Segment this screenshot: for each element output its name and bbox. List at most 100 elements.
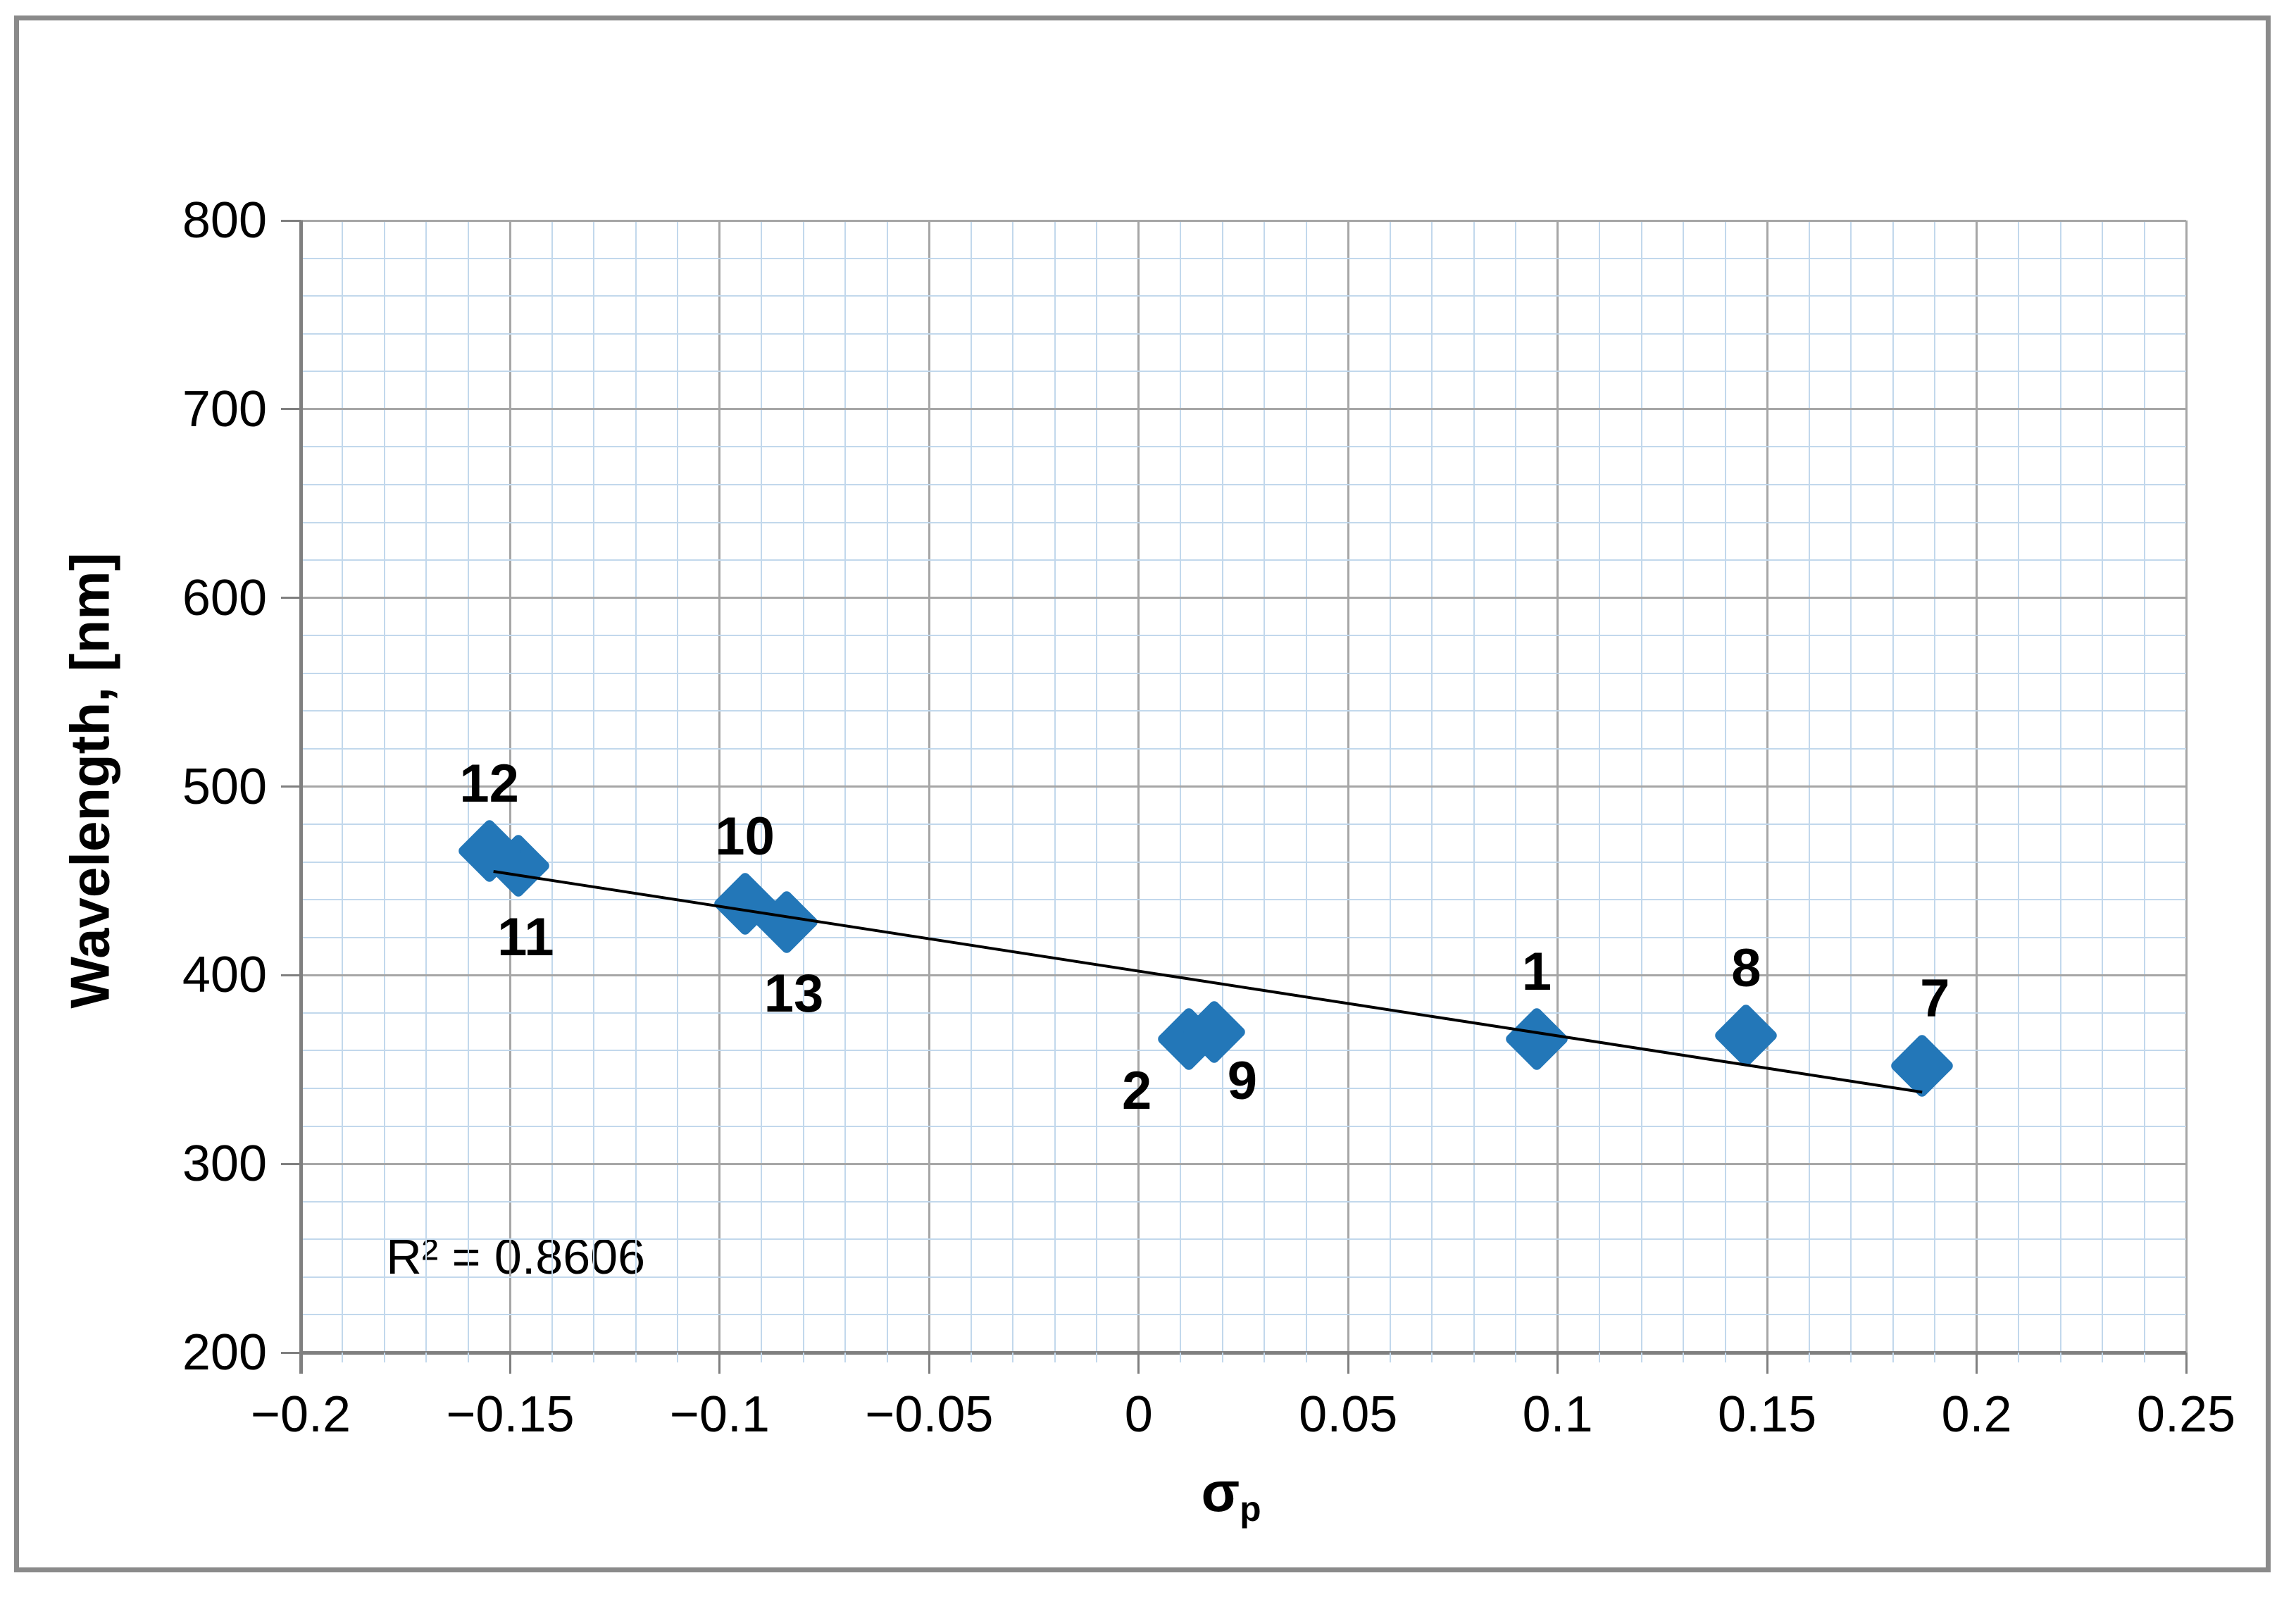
data-point-label: 12 [459,753,519,814]
data-point-label: 9 [1227,1050,1257,1111]
y-minor-gridline [301,1050,2186,1052]
x-minor-tick [1473,1353,1475,1362]
x-major-tick [1137,1353,1140,1374]
y-major-gridline [301,219,2186,222]
x-major-tick [1556,1353,1559,1374]
x-minor-tick [1305,1353,1307,1362]
x-minor-tick [1054,1353,1056,1362]
y-minor-gridline [301,257,2186,259]
x-minor-tick [2143,1353,2145,1362]
plot-area: R² = 0.8606 −0.2 −0.15 −0.1 −0.05 0 0.05 0.1 0.… [182,195,2235,1440]
y-minor-gridline [301,1276,2186,1278]
y-minor-gridline [301,559,2186,561]
x-minor-tick [635,1353,637,1362]
x-minor-tick [551,1353,553,1362]
y-tick-label: 700 [182,380,267,437]
x-minor-tick [1515,1353,1517,1362]
x-minor-tick [1640,1353,1642,1362]
y-tick-label: 300 [182,1136,267,1193]
x-major-tick [1976,1353,1978,1374]
y-major-tick [281,1162,301,1165]
y-major-tick [281,219,301,222]
x-tick-label: −0.1 [669,1386,770,1443]
x-tick-label: 0.2 [1941,1386,2012,1443]
data-point-label: 8 [1731,938,1761,999]
y-minor-gridline [301,1200,2186,1203]
x-minor-tick [1892,1353,1894,1362]
y-minor-gridline [301,446,2186,448]
y-major-gridline [301,408,2186,411]
y-minor-gridline [301,1314,2186,1316]
x-minor-tick [802,1353,804,1362]
y-minor-gridline [301,824,2186,826]
x-major-gridline [2185,220,2188,1353]
y-minor-gridline [301,747,2186,750]
y-major-tick [281,597,301,599]
y-major-gridline [301,785,2186,788]
y-minor-gridline [301,899,2186,901]
trendline [493,870,1923,1094]
x-minor-tick [425,1353,428,1362]
data-point-label: 2 [1122,1061,1152,1121]
x-axis-title-symbol: σ [1201,1460,1240,1523]
x-minor-tick [2059,1353,2061,1362]
x-minor-tick [1683,1353,1685,1362]
y-minor-gridline [301,371,2186,373]
x-tick-label: −0.15 [446,1386,575,1443]
y-tick-label: 200 [182,1324,267,1381]
x-minor-tick [1934,1353,1936,1362]
x-major-tick [718,1353,721,1374]
x-minor-tick [1221,1353,1223,1362]
y-major-tick [281,974,301,976]
data-point-label: 13 [763,964,824,1024]
y-minor-gridline [301,333,2186,335]
x-minor-tick [1096,1353,1098,1362]
data-point-label: 7 [1920,968,1950,1029]
y-tick-label: 400 [182,947,267,1004]
x-minor-tick [970,1353,972,1362]
y-minor-gridline [301,936,2186,938]
x-minor-tick [1724,1353,1726,1362]
x-tick-label: −0.2 [250,1386,351,1443]
y-minor-gridline [301,672,2186,674]
y-tick-label: 800 [182,192,267,249]
y-minor-gridline [301,1125,2186,1127]
data-point-label: 1 [1521,942,1552,1002]
y-minor-gridline [301,1088,2186,1090]
x-minor-tick [844,1353,847,1362]
x-minor-tick [1264,1353,1266,1362]
x-major-tick [2185,1353,2188,1374]
x-major-tick [1766,1353,1768,1374]
x-major-tick [1347,1353,1349,1374]
y-tick-label: 500 [182,758,267,815]
x-minor-tick [1808,1353,1810,1362]
x-minor-tick [1850,1353,1852,1362]
x-minor-tick [1431,1353,1433,1362]
y-major-gridline [301,974,2186,976]
y-major-tick [281,408,301,411]
x-axis-title: σp [1201,1460,1261,1529]
data-point-label: 11 [497,907,554,967]
y-minor-gridline [301,710,2186,712]
y-minor-gridline [301,483,2186,485]
y-minor-gridline [301,1012,2186,1014]
x-minor-tick [761,1353,763,1362]
y-major-gridline [301,1162,2186,1165]
x-minor-tick [1389,1353,1391,1362]
data-point-label: 10 [715,806,775,866]
x-minor-tick [1599,1353,1601,1362]
x-minor-tick [342,1353,344,1362]
x-major-tick [509,1353,511,1374]
x-major-tick [928,1353,930,1374]
x-minor-tick [677,1353,679,1362]
x-tick-label: 0.25 [2136,1386,2236,1443]
y-minor-gridline [301,635,2186,637]
y-major-tick [281,1351,301,1354]
x-tick-label: 0.1 [1522,1386,1593,1443]
x-minor-tick [593,1353,595,1362]
y-minor-gridline [301,295,2186,297]
y-tick-label: 600 [182,569,267,626]
y-minor-gridline [301,1238,2186,1241]
y-major-tick [281,785,301,788]
